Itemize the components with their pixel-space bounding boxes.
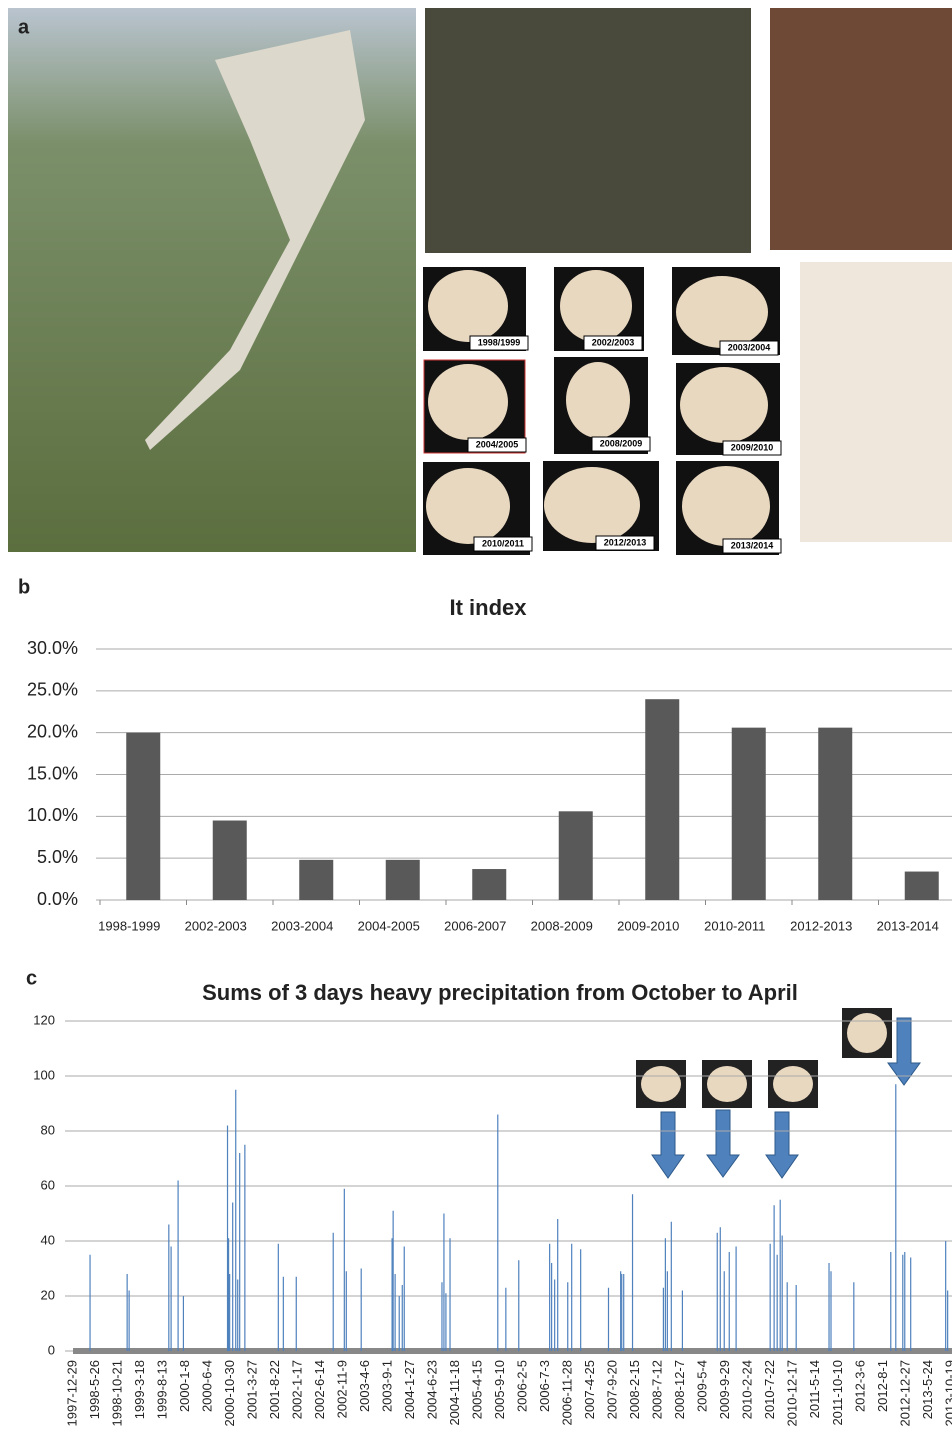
x-tick-label: 2002-6-14 xyxy=(312,1360,327,1419)
x-tick-label: 2005-9-10 xyxy=(492,1360,507,1419)
y-tick-label: 20.0% xyxy=(27,721,78,741)
x-tick-label: 2001-3-27 xyxy=(245,1360,260,1419)
x-tick-label: 2007-4-25 xyxy=(582,1360,597,1419)
x-tick-label: 2011-10-10 xyxy=(830,1360,845,1426)
x-tick-label: 2006-11-28 xyxy=(560,1360,575,1426)
x-tick-label: 2013-5-24 xyxy=(920,1360,935,1419)
x-tick-label: 2008-2-15 xyxy=(627,1360,642,1419)
y-tick-label: 80 xyxy=(41,1122,55,1137)
x-tick-label: 2003-2004 xyxy=(271,918,333,933)
x-tick-label: 2002-1-17 xyxy=(290,1360,305,1419)
x-tick-label: 2012-12-27 xyxy=(897,1360,912,1427)
photo-label: 2002/2003 xyxy=(592,337,635,347)
x-tick-label: 2009-9-29 xyxy=(717,1360,732,1419)
x-tick-label: 1999-8-13 xyxy=(154,1360,169,1419)
x-tick-label: 2012-2013 xyxy=(790,918,852,933)
photo-label: 2004/2005 xyxy=(476,439,519,449)
bar xyxy=(645,699,679,900)
x-tick-label: 2008-7-12 xyxy=(650,1360,665,1419)
x-tick-label: 2004-11-18 xyxy=(447,1360,462,1426)
bar xyxy=(559,811,593,900)
photo-label: 2008/2009 xyxy=(600,438,643,448)
photo-cutting xyxy=(425,8,751,253)
x-tick-label: 2012-3-6 xyxy=(852,1360,867,1412)
x-tick-label: 1999-3-18 xyxy=(132,1360,147,1419)
photo-label: 2013/2014 xyxy=(731,540,774,550)
x-tick-label: 2000-10-30 xyxy=(222,1360,237,1427)
photo-label: 2010/2011 xyxy=(482,538,524,548)
chart-title: Sums of 3 days heavy precipitation from … xyxy=(202,980,798,1005)
x-tick-label: 2003-4-6 xyxy=(357,1360,372,1412)
y-tick-label: 15.0% xyxy=(27,763,78,783)
photo-samples xyxy=(800,262,952,542)
bar xyxy=(386,860,420,900)
y-tick-label: 25.0% xyxy=(27,680,78,700)
x-tick-label: 2003-9-1 xyxy=(380,1360,395,1412)
x-tick-label: 2009-5-4 xyxy=(695,1360,710,1412)
x-tick-label: 2002-2003 xyxy=(185,918,247,933)
x-tick-label: 2006-2007 xyxy=(444,918,506,933)
x-tick-label: 2000-6-4 xyxy=(199,1360,214,1412)
x-tick-label: 2010-2011 xyxy=(704,918,765,933)
panel-label: b xyxy=(18,576,30,598)
x-tick-label: 2010-2-24 xyxy=(740,1360,755,1419)
photo-label: 2012/2013 xyxy=(604,537,647,547)
x-tick-label: 1998-10-21 xyxy=(109,1360,124,1427)
cross-sections xyxy=(423,267,780,555)
y-tick-label: 10.0% xyxy=(27,805,78,825)
thumbnails xyxy=(636,1008,892,1108)
chart-title: It index xyxy=(449,595,527,620)
x-tick-label: 2006-2-5 xyxy=(515,1360,530,1412)
bar xyxy=(905,872,939,900)
x-tick-label: 2013-10-19 xyxy=(942,1360,952,1427)
photo-label: 2009/2010 xyxy=(731,442,774,452)
x-tick-label: 2004-2005 xyxy=(358,918,420,933)
photo-slices xyxy=(770,8,952,250)
x-tick-label: 2010-7-22 xyxy=(762,1360,777,1419)
x-tick-label: 2000-1-8 xyxy=(177,1360,192,1412)
x-tick-label: 2013-2014 xyxy=(877,918,939,933)
x-tick-label: 1998-1999 xyxy=(98,918,160,933)
x-tick-label: 2008-12-7 xyxy=(672,1360,687,1419)
x-tick-label: 2004-6-23 xyxy=(425,1360,440,1419)
x-tick-label: 2002-11-9 xyxy=(335,1360,350,1418)
photo-label: 2003/2004 xyxy=(728,342,771,352)
y-tick-label: 40 xyxy=(41,1232,55,1247)
y-tick-label: 5.0% xyxy=(37,847,78,867)
bar xyxy=(126,733,160,900)
x-tick-label: 2010-12-17 xyxy=(785,1360,800,1427)
bar xyxy=(818,728,852,900)
x-tick-label: 2005-4-15 xyxy=(470,1360,485,1419)
x-tick-label: 2008-2009 xyxy=(531,918,593,933)
y-tick-label: 20 xyxy=(41,1287,55,1302)
panel-label: a xyxy=(18,16,30,38)
bar xyxy=(472,869,506,900)
x-tick-label: 2006-7-3 xyxy=(537,1360,552,1412)
bar xyxy=(213,821,247,900)
x-tick-label: 2004-1-27 xyxy=(402,1360,417,1419)
y-tick-label: 120 xyxy=(33,1012,55,1027)
y-tick-label: 60 xyxy=(41,1177,55,1192)
y-tick-label: 0.0% xyxy=(37,889,78,909)
bar xyxy=(732,728,766,900)
panel-label: c xyxy=(26,967,37,989)
x-tick-label: 2009-2010 xyxy=(617,918,679,933)
y-tick-label: 30.0% xyxy=(27,638,78,658)
figure: a b c 1998/1999 2002/2003 2003/2004 2004/20… xyxy=(0,0,952,1453)
photo-label: 1998/1999 xyxy=(478,337,521,347)
bar xyxy=(299,860,333,900)
x-tick-label: 1997-12-29 xyxy=(64,1360,79,1427)
x-tick-label: 2012-8-1 xyxy=(875,1360,890,1412)
x-tick-label: 2011-5-14 xyxy=(807,1360,822,1418)
x-tick-label: 2007-9-20 xyxy=(605,1360,620,1419)
y-tick-label: 0 xyxy=(48,1342,55,1357)
x-tick-label: 2001-8-22 xyxy=(267,1360,282,1419)
x-tick-label: 1998-5-26 xyxy=(87,1360,102,1419)
y-tick-label: 100 xyxy=(33,1067,55,1082)
